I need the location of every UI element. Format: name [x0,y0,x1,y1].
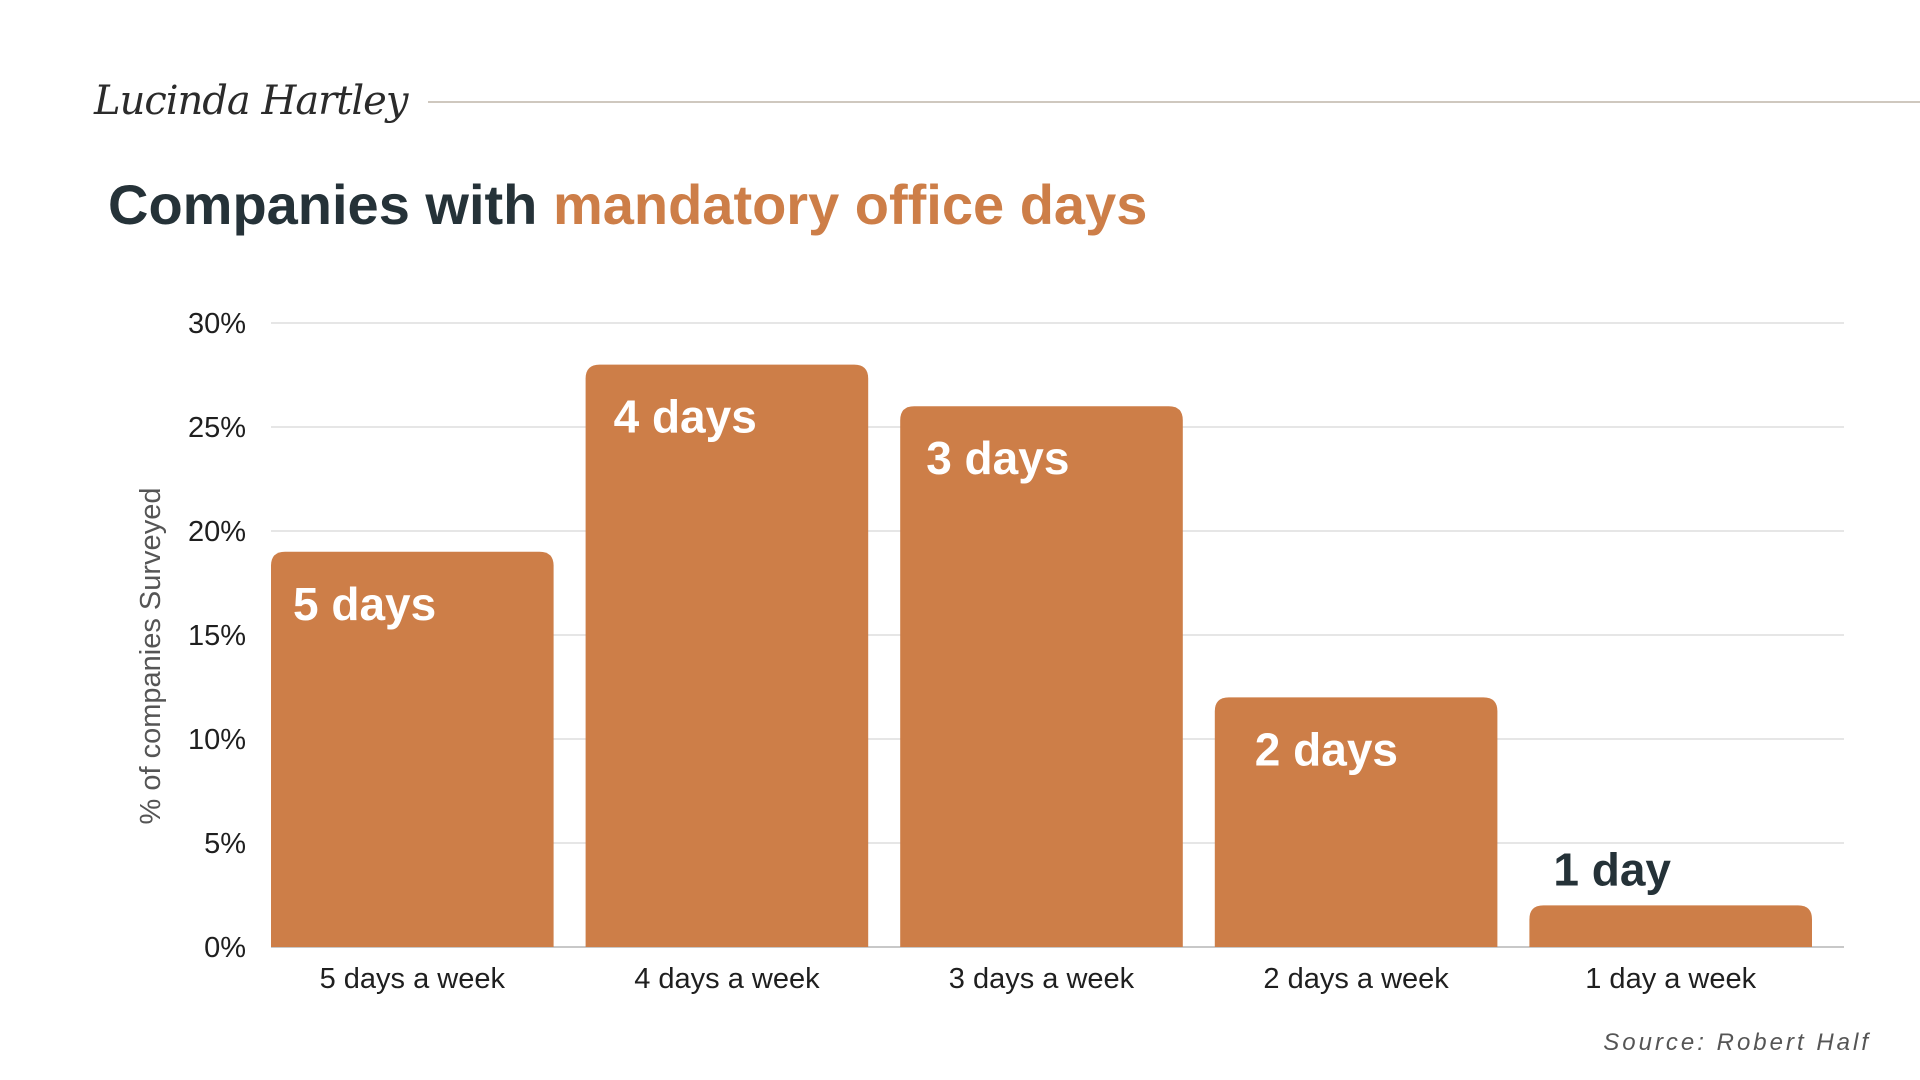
y-tick-label: 30% [188,308,246,340]
y-axis-label: % of companies Surveyed [135,488,167,825]
x-tick-label: 3 days a week [949,963,1135,995]
source-note: Source: Robert Half [1603,1029,1871,1056]
y-tick-label: 5% [204,828,246,860]
x-tick-label: 4 days a week [634,963,820,995]
x-tick-label: 5 days a week [320,963,506,995]
header-divider [428,101,1920,103]
bar [585,364,869,948]
y-tick-label: 0% [204,932,246,964]
y-tick-label: 20% [188,516,246,548]
x-tick-label: 1 day a week [1585,963,1756,995]
bar [900,406,1183,947]
bar [271,551,554,947]
y-tick-label: 15% [188,620,246,652]
bar [1529,905,1812,947]
bar-data-label: 4 days [614,391,757,443]
title-plain: Companies with [108,173,538,236]
bar-data-label: 2 days [1255,723,1398,775]
title-accent: mandatory office days [552,173,1148,236]
bar-data-label: 3 days [926,432,1069,484]
bar-data-label: 5 days [293,578,436,630]
y-tick-label: 25% [188,412,246,444]
bar [1214,697,1498,947]
y-tick-label: 10% [188,724,246,756]
chart-title: Companies with mandatory office days [108,172,1147,237]
bar-data-label: 1 day [1553,843,1671,895]
x-tick-label: 2 days a week [1263,963,1449,995]
author-signature: Lucinda Hartley [94,78,408,124]
